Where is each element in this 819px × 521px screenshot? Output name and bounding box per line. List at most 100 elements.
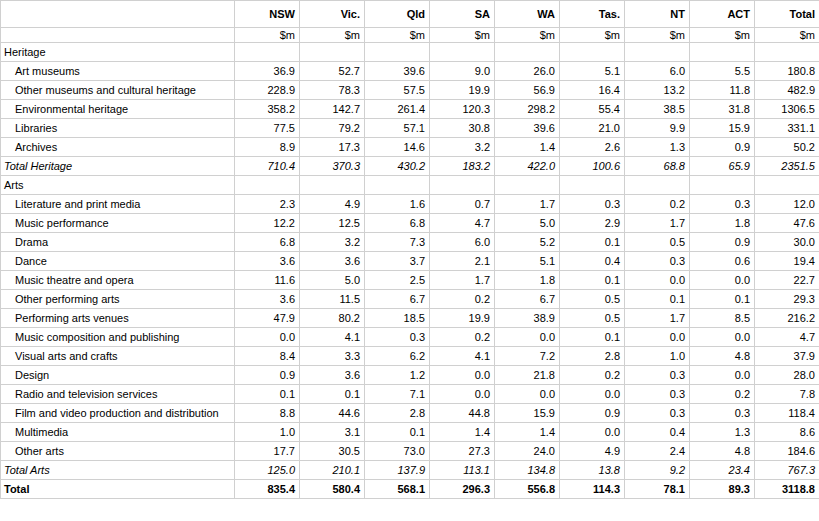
cell-value: 1.7 (495, 195, 560, 214)
cell-value: 0.2 (625, 195, 690, 214)
cell-value: 9.2 (625, 461, 690, 480)
row-label: Arts (1, 176, 235, 195)
cell-value (365, 176, 430, 195)
cell-value: 835.4 (235, 480, 300, 499)
cell-value: 6.7 (365, 290, 430, 309)
cell-value (495, 176, 560, 195)
corner-cell (1, 28, 235, 43)
cell-value: 0.3 (625, 366, 690, 385)
cell-value (300, 176, 365, 195)
cell-value: 4.8 (690, 442, 755, 461)
table-row: Music composition and publishing0.04.10.… (1, 328, 819, 347)
cell-value: 8.4 (235, 347, 300, 366)
cell-value: 100.6 (560, 157, 625, 176)
cell-value: 568.1 (365, 480, 430, 499)
cell-value: 0.9 (560, 404, 625, 423)
cell-value: 15.9 (690, 119, 755, 138)
column-header-total: Total (755, 1, 819, 28)
cell-value: 24.0 (495, 442, 560, 461)
cell-value (300, 43, 365, 62)
cell-value: 118.4 (755, 404, 819, 423)
cell-value: 8.5 (690, 309, 755, 328)
cell-value: 68.8 (625, 157, 690, 176)
cell-value: 55.4 (560, 100, 625, 119)
row-label: Dance (1, 252, 235, 271)
cell-value: 0.5 (560, 290, 625, 309)
cell-value: 180.8 (755, 62, 819, 81)
grand-total-row: Total835.4580.4568.1296.3556.8114.378.18… (1, 480, 819, 499)
cell-value: 0.0 (430, 385, 495, 404)
cell-value: 114.3 (560, 480, 625, 499)
cell-value: 11.8 (690, 81, 755, 100)
row-label: Music performance (1, 214, 235, 233)
cell-value: 3.6 (235, 252, 300, 271)
cell-value: 4.7 (755, 328, 819, 347)
cell-value: 56.9 (495, 81, 560, 100)
row-label: Visual arts and crafts (1, 347, 235, 366)
cell-value: 296.3 (430, 480, 495, 499)
table-row: Multimedia1.03.10.11.41.40.00.41.38.6 (1, 423, 819, 442)
cell-value: 17.3 (300, 138, 365, 157)
cell-value: 11.6 (235, 271, 300, 290)
table-row: Environmental heritage358.2142.7261.4120… (1, 100, 819, 119)
cell-value: 14.6 (365, 138, 430, 157)
row-label: Film and video production and distributi… (1, 404, 235, 423)
cell-value: 7.8 (755, 385, 819, 404)
row-label: Drama (1, 233, 235, 252)
cell-value: 0.1 (690, 290, 755, 309)
cell-value: 65.9 (690, 157, 755, 176)
cell-value: 0.2 (690, 385, 755, 404)
cell-value: 0.0 (625, 328, 690, 347)
cell-value: 125.0 (235, 461, 300, 480)
table-row: Other performing arts3.611.56.70.26.70.5… (1, 290, 819, 309)
cell-value: 1.8 (690, 214, 755, 233)
cell-value: 44.8 (430, 404, 495, 423)
cell-value (755, 176, 819, 195)
cell-value: 1.3 (690, 423, 755, 442)
row-label: Libraries (1, 119, 235, 138)
cell-value: 0.0 (690, 366, 755, 385)
cell-value: 77.5 (235, 119, 300, 138)
unit-label: $m (235, 28, 300, 43)
cell-value (560, 43, 625, 62)
row-label: Radio and television services (1, 385, 235, 404)
cell-value: 710.4 (235, 157, 300, 176)
cell-value: 17.7 (235, 442, 300, 461)
row-label: Music theatre and opera (1, 271, 235, 290)
cell-value: 89.3 (690, 480, 755, 499)
column-header-wa: WA (495, 1, 560, 28)
cell-value: 1.7 (430, 271, 495, 290)
cell-value (560, 176, 625, 195)
cell-value: 0.0 (495, 385, 560, 404)
cell-value: 19.9 (430, 309, 495, 328)
cell-value: 3118.8 (755, 480, 819, 499)
cell-value: 0.9 (690, 233, 755, 252)
table-row: Drama6.83.27.36.05.20.10.50.930.0 (1, 233, 819, 252)
cell-value: 3.7 (365, 252, 430, 271)
cell-value: 0.3 (365, 328, 430, 347)
cell-value: 1.0 (235, 423, 300, 442)
cell-value: 0.4 (560, 252, 625, 271)
cell-value: 44.6 (300, 404, 365, 423)
cell-value: 38.9 (495, 309, 560, 328)
cell-value: 0.1 (365, 423, 430, 442)
cell-value: 1.7 (625, 214, 690, 233)
cell-value: 0.0 (560, 423, 625, 442)
cell-value: 0.2 (430, 328, 495, 347)
cell-value: 12.2 (235, 214, 300, 233)
cell-value: 0.0 (235, 328, 300, 347)
cell-value: 1.4 (495, 138, 560, 157)
cell-value: 0.0 (690, 328, 755, 347)
column-header-nt: NT (625, 1, 690, 28)
data-table: NSWVic.QldSAWATas.NTACTTotal$m$m$m$m$m$m… (0, 0, 819, 499)
cell-value: 0.0 (430, 366, 495, 385)
cell-value: 0.9 (690, 138, 755, 157)
cell-value: 9.0 (430, 62, 495, 81)
cell-value: 3.1 (300, 423, 365, 442)
cell-value: 30.8 (430, 119, 495, 138)
cell-value (235, 43, 300, 62)
cell-value: 0.6 (690, 252, 755, 271)
row-label: Total Heritage (1, 157, 235, 176)
table-row: Visual arts and crafts8.43.36.24.17.22.8… (1, 347, 819, 366)
cell-value: 29.3 (755, 290, 819, 309)
